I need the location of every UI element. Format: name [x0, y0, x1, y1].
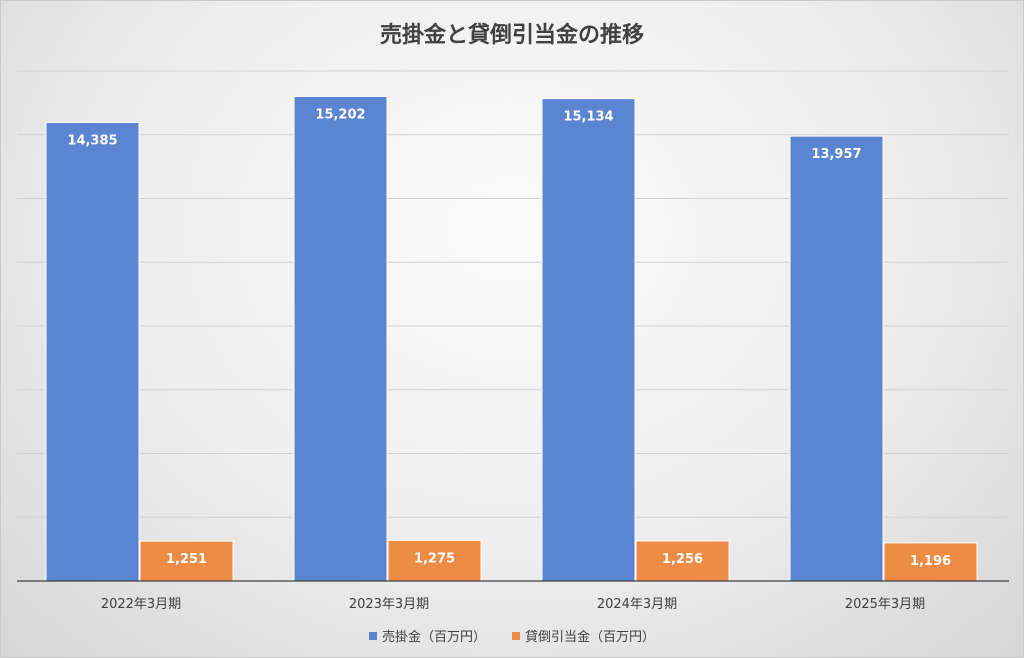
x-tick-label: 2023年3月期: [349, 597, 429, 612]
data-label: 1,251: [166, 552, 207, 567]
bar-receivables: [45, 121, 140, 582]
data-label: 15,134: [563, 110, 613, 125]
data-label: 1,256: [662, 552, 703, 567]
bar-allowance: [635, 540, 730, 582]
bar-allowance: [387, 539, 482, 582]
legend-label-receivables: 売掛金（百万円）: [381, 630, 486, 645]
data-label: 1,275: [414, 551, 455, 566]
legend-swatch-allowance: [512, 631, 520, 640]
legend-item-receivables: 売掛金（百万円）: [368, 626, 486, 645]
bar-receivables: [293, 95, 388, 582]
data-label: 15,202: [315, 107, 365, 122]
legend-swatch-receivables: [368, 631, 377, 640]
data-label: 14,385: [67, 133, 117, 148]
legend-item-allowance: 貸倒引当金（百万円）: [512, 626, 655, 645]
bar-allowance: [883, 542, 978, 582]
data-label: 13,957: [811, 147, 861, 162]
x-tick-label: 2022年3月期: [101, 597, 181, 612]
bar-allowance: [139, 540, 234, 582]
legend-label-allowance: 貸倒引当金（百万円）: [525, 630, 656, 645]
chart-title: 売掛金と貸倒引当金の推移: [379, 23, 644, 48]
data-label: 1,196: [910, 554, 951, 569]
bar-receivables: [541, 98, 636, 582]
chart-legend: 売掛金（百万円） 貸倒引当金（百万円）: [1, 626, 1023, 645]
x-tick-label: 2024年3月期: [597, 597, 677, 612]
bar-receivables: [789, 135, 884, 582]
x-tick-label: 2025年3月期: [845, 597, 925, 612]
